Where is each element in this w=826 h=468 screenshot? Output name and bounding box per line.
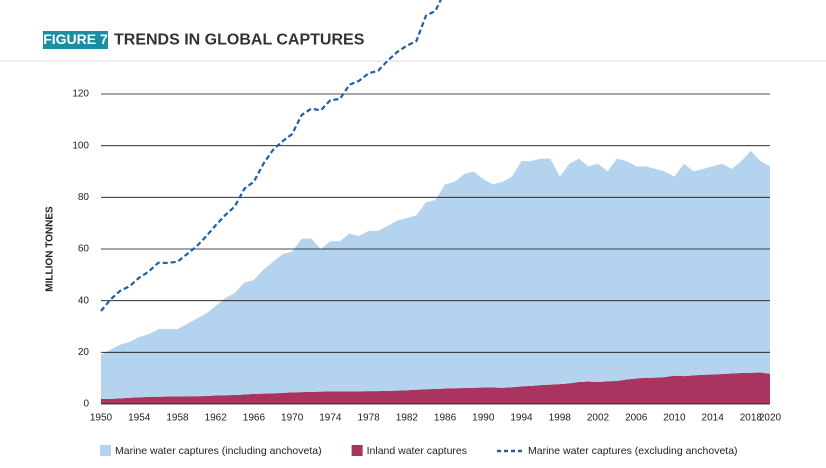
x-tick-label: 1994 <box>510 413 533 424</box>
x-tick-label: 2020 <box>759 413 782 424</box>
y-tick-label: 120 <box>72 89 89 100</box>
x-tick-label: 1966 <box>243 413 266 424</box>
x-tick-label: 2006 <box>625 413 648 424</box>
legend: Marine water captures (including anchove… <box>100 445 738 457</box>
area <box>101 150 770 399</box>
legend-label: Marine water captures (excluding anchove… <box>528 445 738 457</box>
legend-swatch <box>351 445 363 456</box>
x-tick-label: 1958 <box>166 413 189 424</box>
x-tick-label: 1962 <box>205 413 228 424</box>
legend-label: Marine water captures (including anchove… <box>115 445 322 457</box>
y-tick-label: 100 <box>72 140 89 151</box>
legend-swatch <box>100 445 111 456</box>
legend-label: Inland water captures <box>367 445 467 457</box>
x-tick-label: 1990 <box>472 413 495 424</box>
x-tick-label: 1986 <box>434 413 457 424</box>
x-tick-label: 1982 <box>396 413 419 424</box>
x-tick-label: 1950 <box>90 413 113 424</box>
x-tick-label: 2014 <box>702 413 725 424</box>
y-tick-label: 80 <box>78 192 90 203</box>
chart-title: TRENDS IN GLOBAL CAPTURES <box>114 32 365 49</box>
x-tick-label: 1954 <box>128 413 151 424</box>
y-axis-label: MILLION TONNES <box>45 206 56 292</box>
x-tick-label: 1998 <box>549 413 572 424</box>
y-tick-label: 0 <box>83 399 89 410</box>
x-tick-label: 1970 <box>281 413 304 424</box>
x-tick-label: 1978 <box>357 413 380 424</box>
y-tick-label: 40 <box>78 295 90 306</box>
area <box>101 372 770 404</box>
figure-badge-text: FIGURE 7 <box>43 31 108 47</box>
plot: 0 20 40 60 80 100 120 1950 1954 1958 1962 1966 1970 1… <box>72 0 782 424</box>
figure-badge <box>43 31 108 49</box>
x-tick-label: 1974 <box>319 413 342 424</box>
y-tick-label: 60 <box>78 244 90 255</box>
x-tick-label: 2018 <box>740 413 763 424</box>
x-tick-label: 2002 <box>587 413 610 424</box>
y-tick-label: 20 <box>78 347 90 358</box>
x-tick-label: 2010 <box>663 413 686 424</box>
